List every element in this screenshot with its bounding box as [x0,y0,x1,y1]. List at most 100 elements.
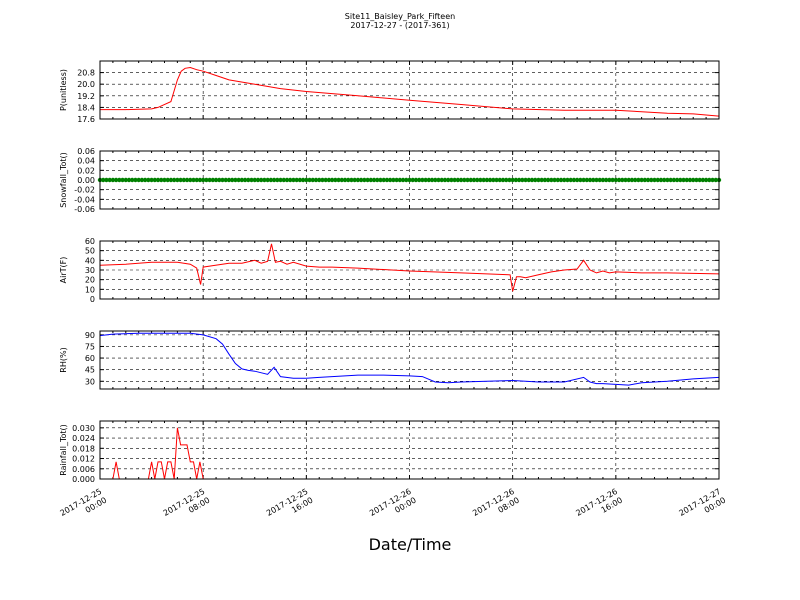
data-point [313,177,319,183]
data-point [468,177,473,183]
data-point [387,177,393,183]
data-point [620,177,625,183]
data-point [288,177,293,183]
data-point [649,177,654,183]
data-point [420,177,425,183]
y-tick-label: 0.006 [72,465,95,474]
data-point [336,177,341,183]
data-point [329,177,335,183]
data-point [362,177,367,183]
data-point [681,177,686,183]
data-point [416,177,422,183]
axes-frame [99,150,720,210]
data-point [507,177,512,183]
data-point [326,177,332,183]
data-point [645,177,651,183]
data-point [165,177,170,183]
data-point [484,177,490,183]
data-point [413,177,419,183]
data-point [162,177,167,183]
data-point [626,177,631,183]
data-point [529,177,535,183]
data-point [707,177,712,183]
data-point [194,177,199,183]
data-point [110,177,116,183]
data-point [549,177,554,183]
axes-frame [99,60,720,120]
data-point [304,177,309,183]
data-point [307,177,312,183]
data-point [226,177,232,183]
data-point [120,177,125,183]
data-point [665,177,670,183]
data-point [655,177,660,183]
data-point [494,177,499,183]
data-point [684,177,689,183]
data-point [694,177,699,183]
data-point [188,177,193,183]
y-tick-label: 0.00 [77,176,95,185]
y-tick-label: 50 [85,247,95,256]
data-point [433,177,438,183]
data-point [555,177,561,183]
data-point [159,177,164,183]
data-point [155,177,161,183]
data-point [578,177,583,183]
data-point [384,177,390,183]
data-point [394,177,399,183]
data-point [397,177,403,183]
data-point [613,177,619,183]
x-axis-label: Date/Time [369,535,452,554]
data-point [265,177,270,183]
data-point [271,177,277,183]
data-point [223,177,228,183]
data-point [258,177,264,183]
data-point [168,177,174,183]
data-point [349,177,354,183]
data-point [352,177,357,183]
y-tick-label: -0.02 [74,186,95,195]
data-point [104,177,109,183]
y-axis-label: P(unitless) [59,69,68,111]
axes-frame [99,240,720,300]
data-point [558,177,564,183]
data-point [513,177,519,183]
panel-1: 17.6 18.4 19.2 20.0 20.8 P(unitless) [59,60,720,124]
data-point [429,177,435,183]
data-point [584,177,590,183]
data-point [504,177,509,183]
data-point [346,177,351,183]
panels: 17.618.419.220.020.8P(unitless)-0.06-0.0… [59,60,722,484]
data-point [310,177,315,183]
data-point [700,177,706,183]
data-point [497,177,502,183]
chart-title: Site11_Baisley_Park_Fifteen [345,12,455,21]
data-point [217,177,222,183]
chart-subtitle: 2017-12-27 - (2017-361) [350,21,449,30]
data-point [481,177,486,183]
data-point [146,177,151,183]
y-tick-label: 17.6 [77,115,95,124]
data-point [691,177,696,183]
data-point [242,177,248,183]
data-point [249,177,254,183]
axes-frame [99,330,720,390]
data-point [568,177,573,183]
data-point [255,177,261,183]
data-point [536,177,541,183]
data-point [523,177,528,183]
y-tick-label: 0 [90,295,95,304]
data-point [603,177,609,183]
data-point [600,177,606,183]
data-point [516,177,522,183]
data-point [107,177,112,183]
data-point [181,177,187,183]
y-tick-label: 40 [85,256,95,265]
data-point [636,177,641,183]
data-point [365,177,370,183]
y-tick-label: 0.024 [72,434,95,443]
data-point [610,177,615,183]
y-tick-label: 30 [85,377,95,386]
